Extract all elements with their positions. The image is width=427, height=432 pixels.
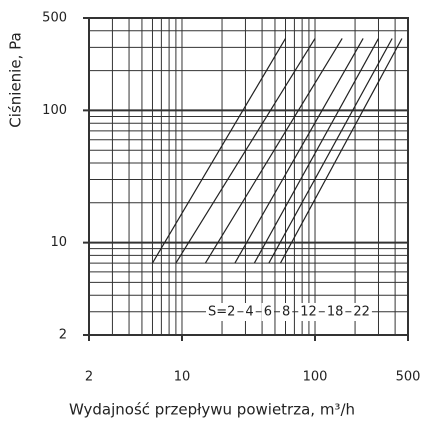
legend-label: S=2	[208, 305, 235, 320]
legend-bg	[279, 303, 293, 321]
series-line	[175, 38, 316, 264]
series-line	[204, 38, 343, 264]
series-line	[279, 38, 403, 264]
legend-label: 12	[300, 305, 317, 320]
series-line	[234, 38, 364, 264]
y-axis-label: Ciśnienie, Pa	[7, 32, 25, 127]
legend-label: 18	[327, 305, 344, 320]
y-tick-label: 10	[50, 235, 67, 250]
legend-label: 8	[282, 305, 290, 320]
legend-bg	[298, 303, 319, 321]
x-axis-label: Wydajność przepływu powietrza, m³/h	[69, 401, 355, 419]
x-tick-label: 500	[396, 370, 421, 385]
series-line	[151, 38, 287, 264]
x-tick-label: 100	[303, 370, 328, 385]
plot-frame	[88, 17, 409, 336]
legend-label: 6	[264, 305, 272, 320]
legend-bg	[351, 303, 372, 321]
legend-label: 4	[245, 305, 253, 320]
series-line	[268, 38, 393, 264]
x-tick-label: 10	[174, 370, 191, 385]
x-tick-label: 2	[85, 370, 93, 385]
legend-bg	[206, 303, 238, 321]
legend-bg	[261, 303, 274, 321]
y-tick-label: 100	[42, 103, 67, 118]
y-tick-label: 500	[42, 11, 67, 26]
legend-label: 22	[353, 305, 370, 320]
legend-bg	[324, 303, 346, 321]
legend-bg	[243, 303, 256, 321]
y-tick-label: 2	[59, 328, 67, 343]
series-line	[253, 38, 380, 264]
